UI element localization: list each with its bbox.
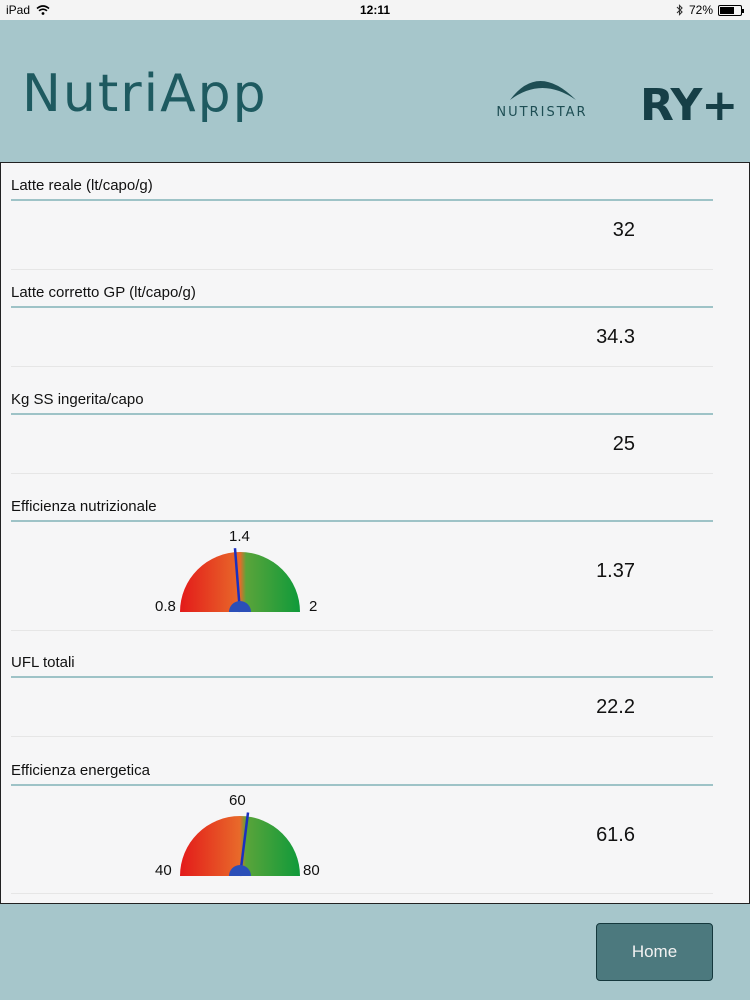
metric-efficienza-energetica: Efficienza energetica 60 40 80 61.6 bbox=[1, 748, 749, 903]
gauge-mid-label: 60 bbox=[229, 792, 246, 809]
wifi-icon bbox=[36, 5, 50, 15]
nutrition-efficiency-gauge: 1.4 0.8 2 bbox=[151, 528, 341, 628]
battery-icon bbox=[718, 4, 744, 16]
gauge-dial bbox=[180, 812, 300, 877]
gauge-arc bbox=[180, 816, 300, 876]
divider bbox=[11, 413, 713, 415]
row-separator bbox=[11, 630, 713, 631]
status-bar: iPad 12:11 72% bbox=[0, 0, 750, 20]
metric-label: Kg SS ingerita/capo bbox=[11, 391, 144, 408]
home-button[interactable]: Home bbox=[596, 923, 713, 981]
metric-value: 34.3 bbox=[596, 326, 635, 348]
app-header: NutriApp NUTRISTAR RY+ bbox=[0, 20, 750, 162]
metric-value: 25 bbox=[612, 433, 635, 455]
nutristar-text: NUTRISTAR bbox=[496, 105, 588, 120]
nutristar-swoosh-icon bbox=[510, 81, 576, 100]
metric-latte-corretto: Latte corretto GP (lt/capo/g) 34.3 bbox=[1, 270, 749, 377]
divider bbox=[11, 306, 713, 308]
metric-label: Efficienza nutrizionale bbox=[11, 498, 157, 515]
bluetooth-icon bbox=[676, 4, 683, 16]
metric-label: Latte reale (lt/capo/g) bbox=[11, 177, 153, 194]
metric-label: Efficienza energetica bbox=[11, 762, 150, 779]
divider bbox=[11, 676, 713, 678]
battery-percent: 72% bbox=[688, 3, 713, 17]
row-separator bbox=[11, 366, 713, 367]
metrics-panel: Latte reale (lt/capo/g) 32 Latte corrett… bbox=[0, 162, 750, 904]
row-separator bbox=[11, 269, 713, 270]
app-title: NutriApp bbox=[22, 64, 268, 124]
metric-label: Latte corretto GP (lt/capo/g) bbox=[11, 284, 196, 301]
energy-efficiency-gauge: 60 40 80 bbox=[151, 792, 341, 892]
metric-label: UFL totali bbox=[11, 654, 75, 671]
status-time: 12:11 bbox=[359, 3, 391, 17]
gauge-min-label: 0.8 bbox=[155, 598, 176, 615]
row-separator bbox=[11, 893, 713, 894]
gauge-hub bbox=[229, 865, 251, 876]
gauge-mid-label: 1.4 bbox=[229, 528, 250, 545]
divider bbox=[11, 199, 713, 201]
gauge-max-label: 80 bbox=[303, 862, 320, 879]
row-separator bbox=[11, 736, 713, 737]
device-name: iPad bbox=[6, 3, 31, 17]
row-separator bbox=[11, 473, 713, 474]
gauge-dial bbox=[180, 548, 300, 613]
metric-value: 61.6 bbox=[596, 824, 635, 846]
gauge-max-label: 2 bbox=[309, 598, 318, 615]
divider bbox=[11, 520, 713, 522]
metric-value: 32 bbox=[612, 219, 635, 241]
metric-ufl-totali: UFL totali 22.2 bbox=[1, 640, 749, 748]
metric-value: 22.2 bbox=[596, 696, 635, 718]
metric-efficienza-nutrizionale: Efficienza nutrizionale 1.4 0.8 2 1.37 bbox=[1, 484, 749, 640]
metric-kg-ss: Kg SS ingerita/capo 25 bbox=[1, 377, 749, 484]
gauge-hub bbox=[229, 601, 251, 612]
divider bbox=[11, 784, 713, 786]
metric-latte-reale: Latte reale (lt/capo/g) 32 bbox=[1, 163, 749, 270]
nutristar-logo: NUTRISTAR bbox=[480, 70, 604, 120]
gauge-min-label: 40 bbox=[155, 862, 172, 879]
metric-value: 1.37 bbox=[596, 560, 635, 582]
ry-plus-logo: RY+ bbox=[640, 80, 738, 131]
gauge-arc bbox=[180, 552, 300, 612]
